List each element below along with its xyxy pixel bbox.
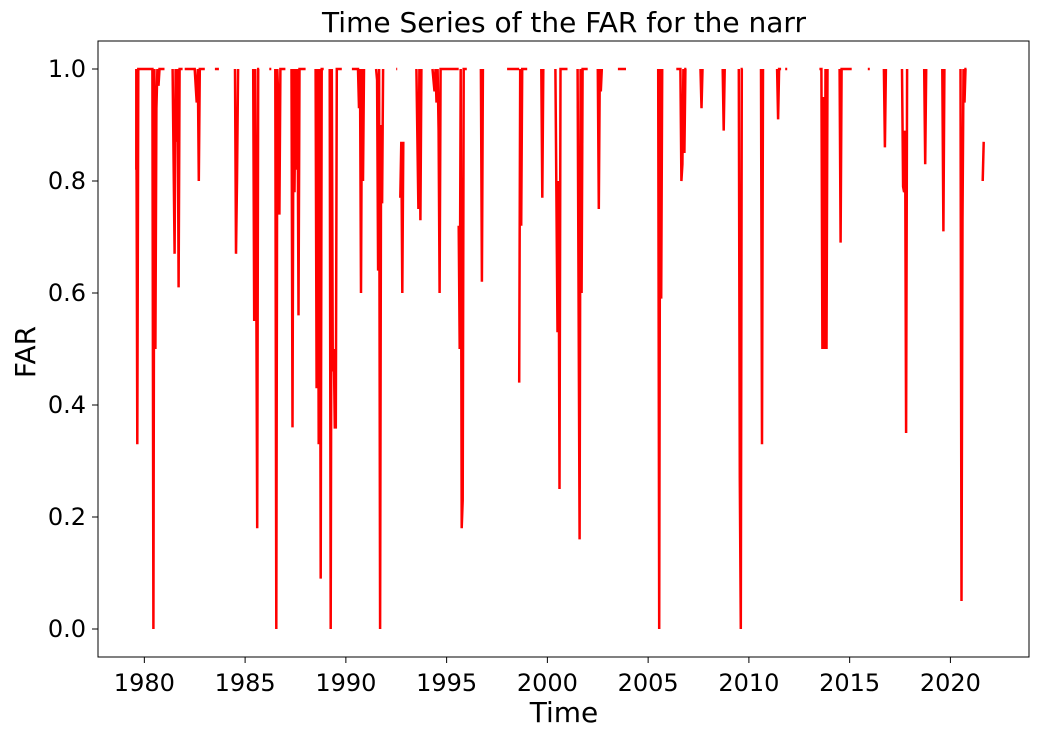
far-line-segment-1-30 [721,68,726,131]
far-line-segment-1-42 [959,67,967,602]
x-tick-label-1995: 1995 [416,669,477,697]
x-tick-label-2005: 2005 [618,669,679,697]
far-line-segment-1-22 [540,68,545,198]
far-line-segment-1-31 [737,67,744,630]
far-line-segment-1-17 [431,67,459,294]
far-line-segment-1-2 [171,67,183,288]
x-tick-label-2000: 2000 [517,669,578,697]
y-axis-label: FAR [9,326,42,378]
far-line-segment-1-33 [775,67,782,120]
far-line-segment-1-40 [922,68,928,165]
x-axis-ticks: 1980 1985 1990 1995 2000 2005 2010 2015 2020 [114,657,981,697]
far-line-segment-1-15 [399,141,405,294]
far-line-segment-1-11 [328,67,342,630]
far-line-segment-1-27 [656,68,664,630]
far-line-segment-1-6 [251,67,260,529]
y-axis-ticks: 0.0 0.2 0.4 0.6 0.8 1.0 [48,55,98,643]
x-tick-label-2015: 2015 [819,669,880,697]
far-line-segment-1-16 [415,68,423,221]
far-line-segment-1-24 [576,67,588,540]
plot-lines [135,67,985,630]
y-tick-label-0.0: 0.0 [48,615,86,643]
far-line-segment-1-1 [135,67,165,630]
x-tick-label-1980: 1980 [114,669,175,697]
far-line-segment-1-10 [314,67,324,579]
far-line-segment-1-36 [838,67,852,243]
y-tick-label-0.6: 0.6 [48,279,86,307]
far-line-segment-1-25 [596,68,604,210]
far-line-segment-1-19 [479,68,485,282]
far-line-segment-1-41 [941,68,946,232]
far-line-segment-1-18 [457,67,467,529]
far-line-segment-1-23 [554,67,568,490]
y-tick-label-0.2: 0.2 [48,503,86,531]
far-line-segment-1-32 [759,68,765,445]
far-line-segment-1-8 [274,67,286,630]
y-tick-label-1.0: 1.0 [48,55,86,83]
far-line-segment-1-38 [882,68,888,148]
far-line-segment-1-43 [981,141,985,182]
far-line-segment-1-9 [290,67,306,428]
far-line-segment-1-28 [676,67,687,182]
x-tick-label-2010: 2010 [718,669,779,697]
chart-title: Time Series of the FAR for the narr [321,6,806,39]
far-line-segment-1-39 [900,68,909,434]
far-line-segment-1-35 [819,67,829,350]
far-line-segment-1-12 [351,67,366,294]
far-line-segment-1-21 [517,67,528,383]
x-tick-label-1990: 1990 [315,669,376,697]
far-line-segment-1-29 [699,68,704,109]
x-tick-label-2020: 2020 [920,669,981,697]
x-axis-label: Time [529,696,599,729]
far-line-segment-1-3 [184,67,205,182]
x-tick-label-1985: 1985 [215,669,276,697]
plot-frame [97,40,1030,658]
far-line-segment-1-5 [233,68,240,254]
far-line-segment-1-13 [374,68,385,630]
y-tick-label-0.4: 0.4 [48,391,86,419]
y-tick-label-0.8: 0.8 [48,167,86,195]
